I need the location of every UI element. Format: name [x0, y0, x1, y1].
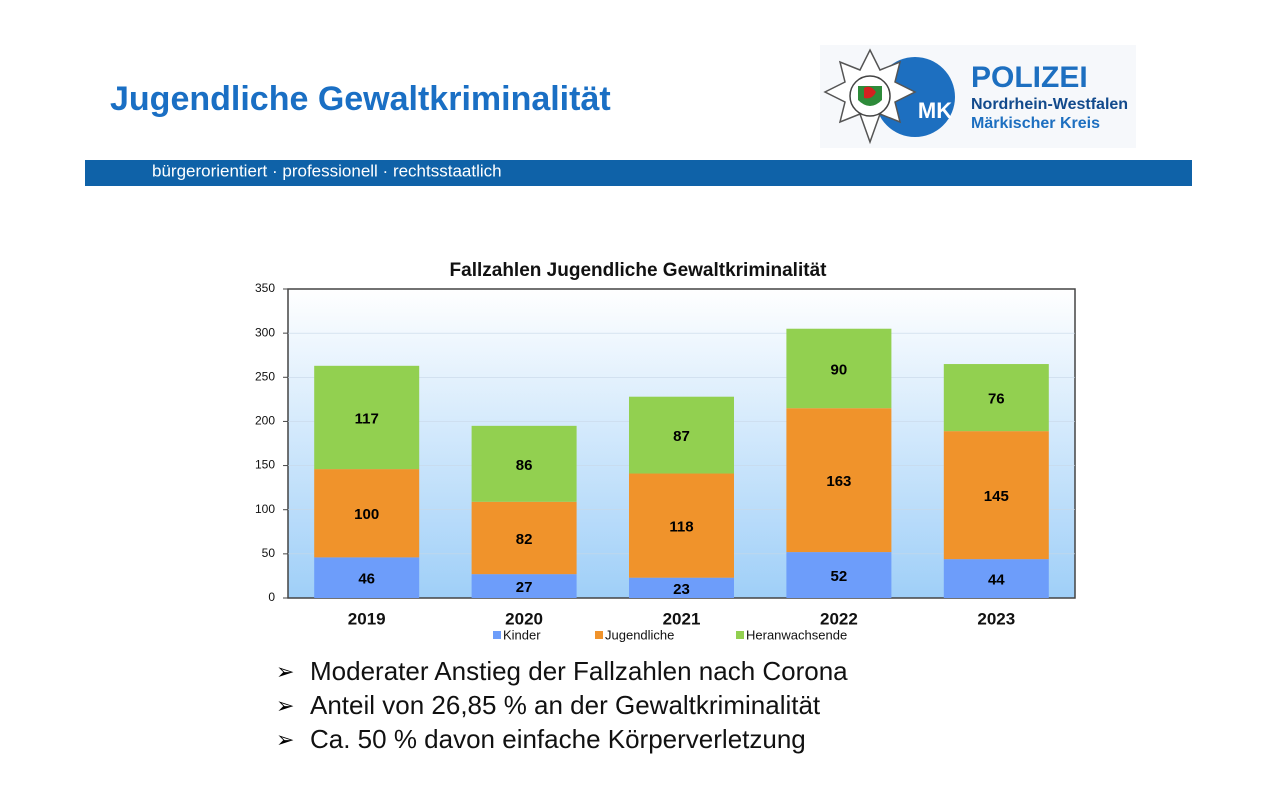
data-label: 145 — [984, 488, 1009, 505]
data-label: 163 — [826, 473, 851, 490]
bar-segment — [943, 364, 1049, 432]
chart-title: Fallzahlen Jugendliche Gewaltkriminalitä… — [450, 260, 828, 281]
data-label: 23 — [673, 581, 690, 598]
logo-line: Märkischer Kreis — [971, 115, 1100, 132]
bar-segment — [314, 365, 420, 470]
tagline: bürgerorientiert · professionell · recht… — [152, 161, 502, 180]
logo-badge: MK — [918, 98, 952, 123]
bar-segment — [471, 574, 577, 598]
data-label: 90 — [831, 361, 848, 378]
y-tick-label: 50 — [262, 546, 276, 560]
bullet-text: Anteil von 26,85 % an der Gewaltkriminal… — [310, 690, 821, 720]
legend-swatch — [595, 631, 603, 639]
bullet-icon: ➢ — [276, 727, 294, 752]
bar-segment — [629, 473, 734, 578]
bar-segment — [786, 328, 892, 409]
slide-title: Jugendliche Gewaltkriminalität — [110, 80, 611, 118]
bullet-icon: ➢ — [276, 659, 294, 684]
x-tick-label: 2019 — [348, 609, 386, 628]
y-tick-label: 0 — [268, 590, 275, 604]
x-tick-label: 2020 — [505, 609, 543, 628]
data-label: 27 — [516, 579, 533, 596]
logo: MK POLIZEI Nordrhein-Westfalen Märkische… — [820, 45, 1136, 148]
data-label: 82 — [516, 531, 533, 548]
legend-swatch — [493, 631, 501, 639]
bullet-icon: ➢ — [276, 693, 294, 718]
legend-label: Heranwachsende — [746, 627, 847, 642]
bar-segment — [314, 469, 420, 558]
data-label: 117 — [355, 410, 379, 427]
data-label: 46 — [358, 571, 375, 588]
y-tick-label: 150 — [255, 458, 275, 472]
legend-swatch — [736, 631, 744, 639]
y-tick-label: 100 — [255, 502, 275, 516]
bar-segment — [629, 396, 734, 474]
bullet-text: Moderater Anstieg der Fallzahlen nach Co… — [310, 656, 848, 686]
bar-segment — [629, 577, 734, 598]
x-tick-label: 2021 — [663, 609, 701, 628]
bar-segment — [471, 425, 577, 502]
data-label: 100 — [354, 506, 379, 523]
y-tick-label: 250 — [255, 369, 275, 383]
bar-segment — [786, 552, 892, 598]
bullet-text: Ca. 50 % davon einfache Körperverletzung — [310, 724, 806, 754]
bar-segment — [314, 557, 420, 598]
legend-label: Jugendliche — [605, 627, 674, 642]
logo-name: POLIZEI — [971, 61, 1088, 94]
y-tick-label: 300 — [255, 325, 275, 339]
chart: 0 50 100 150 200 250 300 350 46 100 117 2019 27 82 86 2… — [255, 281, 1075, 642]
data-label: 44 — [988, 572, 1005, 589]
y-tick-label: 350 — [255, 281, 275, 295]
x-tick-label: 2022 — [820, 609, 858, 628]
data-label: 52 — [831, 568, 848, 585]
bar-segment — [943, 559, 1049, 598]
bar-segment — [943, 431, 1049, 560]
data-label: 118 — [669, 519, 693, 536]
logo-line: Nordrhein-Westfalen — [971, 96, 1128, 113]
data-label: 76 — [988, 391, 1005, 408]
bar-segment — [471, 501, 577, 575]
x-tick-label: 2023 — [977, 609, 1015, 628]
data-label: 86 — [516, 457, 533, 474]
legend-label: Kinder — [503, 627, 541, 642]
data-label: 87 — [673, 428, 690, 445]
tagline-band — [85, 160, 1192, 186]
bar-segment — [786, 408, 892, 553]
bullets: ➢ ➢ ➢ Moderater Anstieg der Fallzahlen n… — [276, 656, 848, 754]
y-tick-label: 200 — [255, 414, 275, 428]
